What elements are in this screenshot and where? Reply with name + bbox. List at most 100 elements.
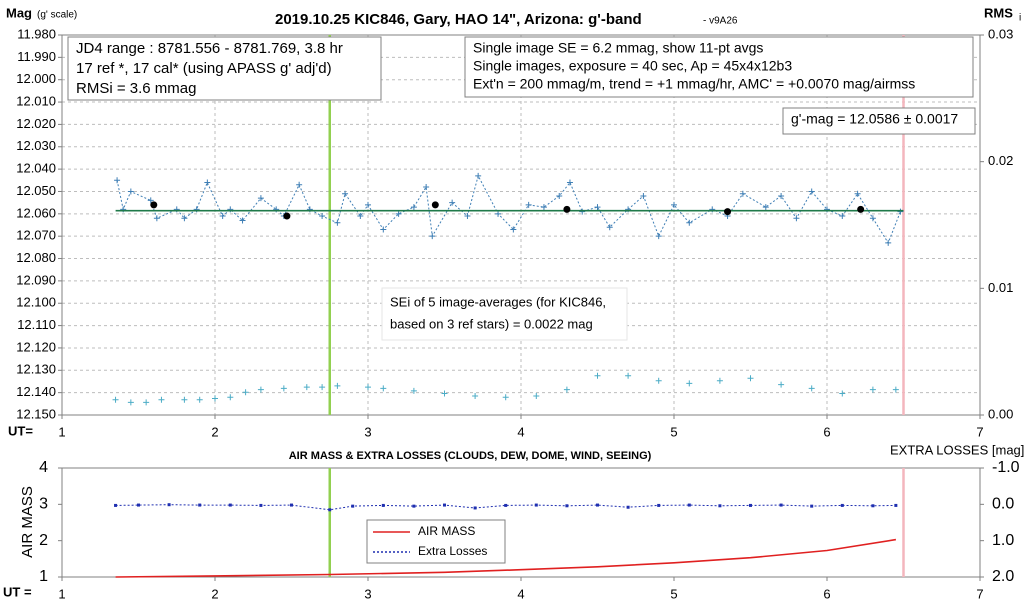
data-point (892, 386, 899, 393)
annotation-text: Single images, exposure = 40 sec, Ap = 4… (473, 58, 792, 74)
y-tick-label: 12.120 (16, 339, 56, 354)
data-point (342, 190, 349, 197)
data-point (894, 503, 898, 507)
data-point (227, 394, 234, 401)
data-point (319, 213, 326, 220)
y-tick-label: 12.030 (16, 138, 56, 153)
y2-tick-label: 0.0 (992, 496, 1014, 513)
series-line (116, 174, 901, 245)
y2-tick-label: 0.01 (988, 280, 1013, 295)
data-point (533, 393, 540, 399)
data-point (395, 210, 402, 217)
data-point (296, 181, 303, 188)
data-point (504, 503, 508, 507)
data-point (747, 375, 754, 382)
y2-tick-label: -1.0 (992, 459, 1020, 476)
annotation-text: Single image SE = 6.2 mmag, show 11-pt a… (473, 40, 763, 56)
data-point (365, 384, 371, 391)
data-point (472, 393, 479, 399)
data-point (510, 226, 517, 233)
data-point (219, 213, 226, 220)
x-tick-label: 4 (517, 424, 524, 439)
y-tick-label: 12.020 (16, 116, 56, 131)
data-point (475, 172, 482, 179)
y-tick-label: 4 (39, 459, 48, 476)
data-point (655, 233, 662, 240)
data-point (897, 208, 904, 215)
data-point (114, 503, 118, 507)
data-point (857, 205, 865, 213)
data-point (657, 503, 661, 507)
data-point (808, 385, 815, 392)
data-point (158, 396, 165, 403)
legend-box (366, 519, 506, 564)
data-point (625, 372, 632, 379)
data-point (212, 395, 218, 402)
y2-tick-label: 1.0 (992, 532, 1014, 549)
data-point (351, 504, 355, 508)
data-point (114, 177, 121, 184)
data-point (380, 385, 387, 392)
annotation-box (67, 36, 382, 101)
data-point (671, 201, 677, 208)
data-point (778, 192, 785, 199)
y-tick-label: 12.000 (16, 71, 56, 86)
y-tick-label: 12.090 (16, 272, 56, 287)
data-point (410, 387, 417, 394)
data-point (365, 201, 371, 208)
annotation-text: SEi of 5 image-averages (for KIC846, (390, 294, 606, 309)
data-point (716, 377, 723, 384)
data-point (412, 504, 416, 508)
y-tick-label: 11.980 (17, 26, 56, 41)
data-point (839, 213, 846, 220)
legend-label: Extra Losses (418, 544, 487, 558)
data-point (328, 508, 332, 512)
y-axis-title: Mag (6, 5, 32, 20)
data-point (779, 503, 783, 507)
data-point (441, 390, 448, 397)
annotation-box (782, 107, 976, 135)
data-point (839, 390, 846, 397)
x-tick-label: 7 (976, 424, 983, 439)
data-point (153, 215, 160, 222)
x-tick-label: 7 (976, 586, 983, 601)
data-point (686, 380, 693, 387)
data-point (280, 385, 287, 392)
annotation-text: Ext'n = 200 mmag/m, trend = +1 mmag/hr, … (473, 76, 915, 92)
data-point (762, 204, 769, 211)
data-point (259, 503, 263, 507)
data-point (257, 195, 264, 202)
data-point (534, 503, 538, 507)
series-line (115, 538, 897, 578)
data-point (495, 210, 502, 217)
y-tick-label: 12.060 (16, 205, 56, 220)
data-point (204, 179, 211, 186)
data-point (854, 190, 861, 197)
x-tick-label: 2 (211, 586, 218, 601)
data-point (143, 399, 150, 406)
data-point (443, 503, 446, 507)
data-point (137, 503, 140, 507)
y-tick-label: 3 (39, 496, 48, 513)
x-tick-label: 4 (517, 586, 524, 601)
data-point (473, 506, 477, 510)
y-tick-label: 12.150 (16, 406, 56, 421)
data-point (606, 224, 613, 231)
data-point (423, 184, 430, 190)
y-tick-label: 12.040 (16, 161, 56, 176)
data-point (565, 504, 569, 508)
data-point (563, 386, 570, 393)
y-tick-label: 1 (39, 568, 48, 585)
data-point (357, 213, 364, 220)
annotation-text: 17 ref *, 17 cal* (using APASS g' adj'd) (76, 60, 332, 77)
data-point (196, 396, 203, 403)
data-point (793, 215, 800, 222)
y-tick-label: 12.130 (16, 362, 56, 377)
y-tick-label: 2 (39, 532, 48, 549)
data-point (283, 212, 291, 220)
data-point (778, 381, 785, 388)
data-point (640, 192, 647, 199)
chart-subtitle: - v9A26 (703, 16, 738, 27)
data-point (840, 503, 844, 507)
